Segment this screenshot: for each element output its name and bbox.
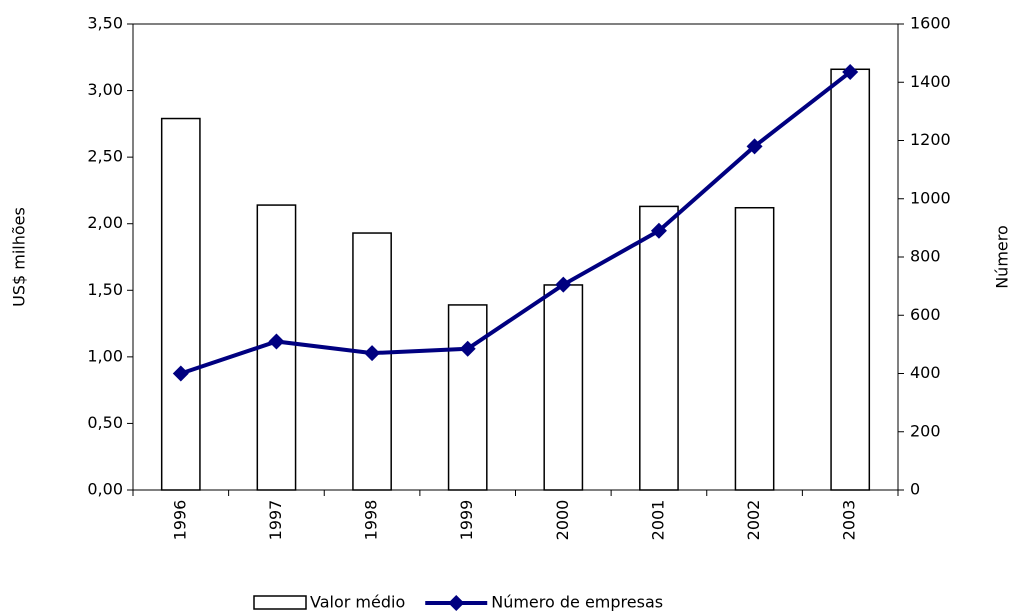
bar xyxy=(639,205,679,491)
x-tick-label: 1998 xyxy=(362,500,381,541)
plot-area xyxy=(132,23,899,491)
y2-tick-label: 1400 xyxy=(910,72,951,91)
y2-tick-label: 0 xyxy=(910,480,920,499)
bar xyxy=(734,206,775,491)
x-tick-label: 1996 xyxy=(170,500,189,541)
x-tick-label: 2000 xyxy=(553,500,572,541)
y-tick-label: 1,00 xyxy=(87,346,123,365)
y-tick-label: 0,50 xyxy=(87,413,123,432)
bar xyxy=(160,117,201,491)
x-tick-label: 1999 xyxy=(457,500,476,541)
marker xyxy=(364,345,381,362)
y2-tick-label: 1200 xyxy=(910,130,951,149)
bar xyxy=(352,232,392,491)
y-tick-label: 2,00 xyxy=(87,213,123,232)
marker xyxy=(459,340,476,357)
legend-marker xyxy=(448,595,465,611)
y-tick-label: 3,00 xyxy=(87,80,123,99)
bar xyxy=(830,68,871,491)
legend-label: Número de empresas xyxy=(491,593,663,612)
y2-tick-label: 200 xyxy=(910,421,941,440)
y2-axis-label: Número xyxy=(993,225,1012,289)
marker xyxy=(746,138,763,155)
y-tick-label: 3,50 xyxy=(87,14,123,33)
y2-tick-label: 1600 xyxy=(910,14,951,33)
y-tick-label: 2,50 xyxy=(87,147,123,166)
legend-swatch xyxy=(253,595,307,610)
marker xyxy=(650,222,667,239)
bar xyxy=(447,304,488,491)
marker xyxy=(555,276,572,293)
y2-tick-label: 600 xyxy=(910,305,941,324)
x-tick-label: 2003 xyxy=(840,500,859,541)
y-tick-label: 1,50 xyxy=(87,280,123,299)
y-axis-label: US$ milhões xyxy=(10,207,29,307)
legend-label: Valor médio xyxy=(310,593,405,612)
marker xyxy=(172,365,189,382)
y-tick-label: 0,00 xyxy=(87,480,123,499)
marker xyxy=(842,64,859,81)
x-tick-label: 2002 xyxy=(744,500,763,541)
bar xyxy=(543,284,584,491)
y2-tick-label: 1000 xyxy=(910,188,951,207)
x-tick-label: 2001 xyxy=(648,500,667,541)
line xyxy=(180,70,852,376)
y2-tick-label: 400 xyxy=(910,363,941,382)
x-tick-label: 1997 xyxy=(266,500,285,541)
marker xyxy=(268,333,285,350)
y2-tick-label: 800 xyxy=(910,247,941,266)
